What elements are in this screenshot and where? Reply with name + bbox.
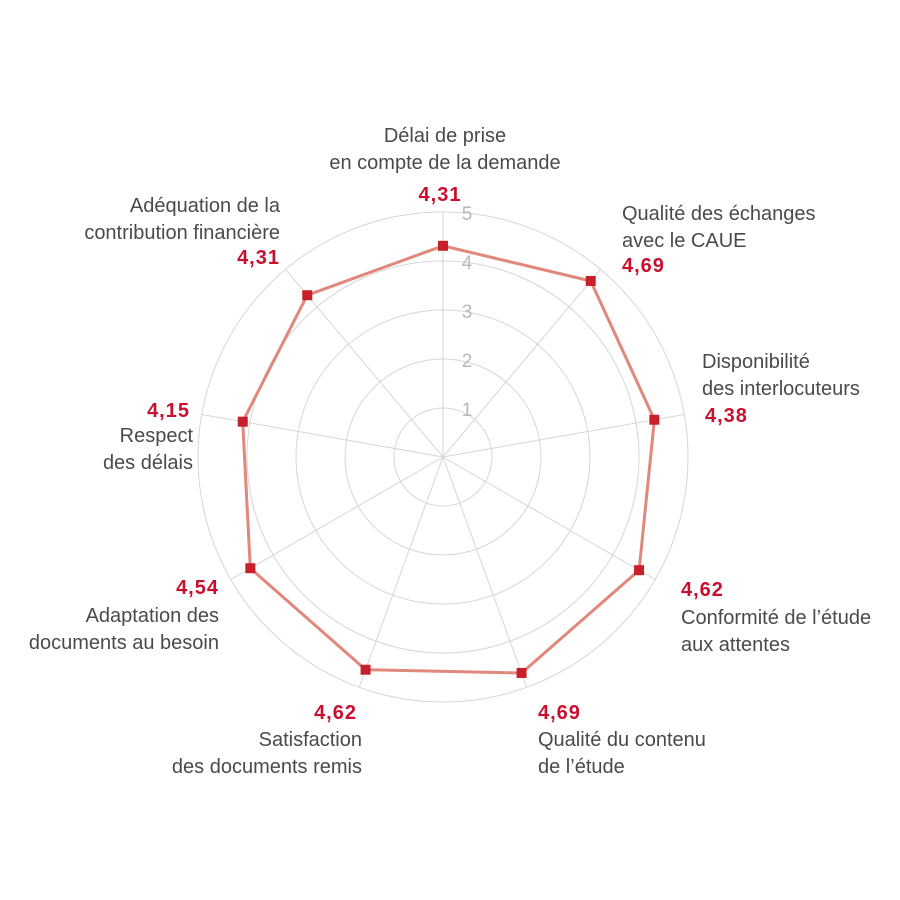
axis-label-group: Adaptation des documents au besoin 4,54 (29, 577, 219, 654)
axis-label-group: Qualité des échanges avec le CAUE 4,69 (622, 203, 815, 277)
data-value-label: 4,15 (147, 400, 190, 422)
axis-label: Adéquation de la contribution financière (84, 195, 281, 244)
axis-label: Disponibilité des interlocuteurs (702, 351, 860, 400)
axis-label-group: Disponibilité des interlocuteurs 4,38 (702, 351, 860, 427)
grid-spoke (442, 413, 685, 458)
axis-label-line: Qualité du contenu (538, 729, 706, 751)
axis-label-line: Conformité de l’étude (681, 607, 871, 629)
data-value-label: 4,31 (419, 184, 462, 206)
axis-label-group: Satisfaction des documents remis 4,62 (172, 702, 362, 778)
grid-spoke (442, 456, 656, 580)
axis-label-line: aux attentes (681, 634, 790, 656)
grid-spoke (285, 268, 444, 458)
axis-label-line: Adaptation des (86, 605, 219, 627)
axis-label-line: Satisfaction (259, 729, 362, 751)
data-point-marker (438, 240, 448, 251)
radar-grid (197, 211, 689, 703)
data-value-label: 4,31 (237, 247, 280, 269)
data-value-label: 4,62 (681, 579, 724, 601)
axis-label: Qualité du contenu de l’étude (538, 729, 706, 778)
radial-tick-label: 5 (462, 204, 473, 225)
data-value-label: 4,69 (538, 702, 581, 724)
axis-labels: Délai de prise en compte de la demande 4,3… (29, 125, 871, 778)
data-value-label: 4,54 (176, 577, 219, 599)
data-value-label: 4,62 (314, 702, 357, 724)
axis-label: Qualité des échanges avec le CAUE (622, 203, 815, 252)
axis-label-line: des délais (103, 452, 193, 474)
axis-label-line: contribution financière (84, 222, 280, 244)
axis-label-group: Respect des délais 4,15 (103, 400, 194, 474)
axis-label-line: avec le CAUE (622, 230, 747, 252)
radial-tick-labels: 1 2 3 4 5 (462, 204, 473, 421)
radial-tick-label: 1 (462, 400, 473, 421)
axis-label-line: Adéquation de la (130, 195, 281, 217)
axis-label: Satisfaction des documents remis (172, 729, 362, 778)
radar-series (237, 240, 660, 678)
data-point-marker (516, 667, 527, 678)
axis-label-group: Délai de prise en compte de la demande 4,3… (329, 125, 560, 206)
axis-label-line: documents au besoin (29, 632, 219, 654)
grid-spoke (230, 456, 444, 580)
axis-label: Délai de prise en compte de la demande (329, 125, 560, 174)
data-point-marker (302, 290, 313, 301)
axis-label: Conformité de l’étude aux attentes (681, 607, 871, 656)
data-point-marker (360, 664, 371, 675)
axis-label-line: des interlocuteurs (702, 378, 860, 400)
data-point-marker (237, 416, 248, 427)
data-point-marker (245, 563, 256, 574)
data-point-marker (634, 565, 645, 576)
axis-label: Adaptation des documents au besoin (29, 605, 219, 654)
radial-tick-label: 4 (462, 253, 473, 274)
data-value-label: 4,38 (705, 405, 748, 427)
grid-spoke (358, 456, 444, 688)
radial-tick-label: 2 (462, 351, 473, 372)
series-line (241, 244, 656, 675)
axis-label-group: Adéquation de la contribution financière 4… (84, 195, 281, 269)
grid-spoke (442, 456, 528, 688)
data-point-marker (649, 414, 660, 425)
data-point-marker (585, 275, 596, 286)
axis-label: Respect des délais (103, 425, 194, 474)
axis-label-line: de l’étude (538, 756, 625, 778)
axis-label-line: des documents remis (172, 756, 362, 778)
axis-label-group: Qualité du contenu de l’étude 4,69 (538, 702, 706, 778)
grid-spoke (442, 268, 601, 458)
axis-label-line: Délai de prise (384, 125, 506, 147)
axis-label-line: Respect (120, 425, 194, 447)
axis-label-line: en compte de la demande (329, 152, 560, 174)
axis-label-line: Qualité des échanges (622, 203, 815, 225)
axis-label-line: Disponibilité (702, 351, 810, 373)
axis-label-group: Conformité de l’étude aux attentes 4,62 (681, 579, 871, 656)
data-value-label: 4,69 (622, 255, 665, 277)
radial-tick-label: 3 (462, 302, 473, 323)
